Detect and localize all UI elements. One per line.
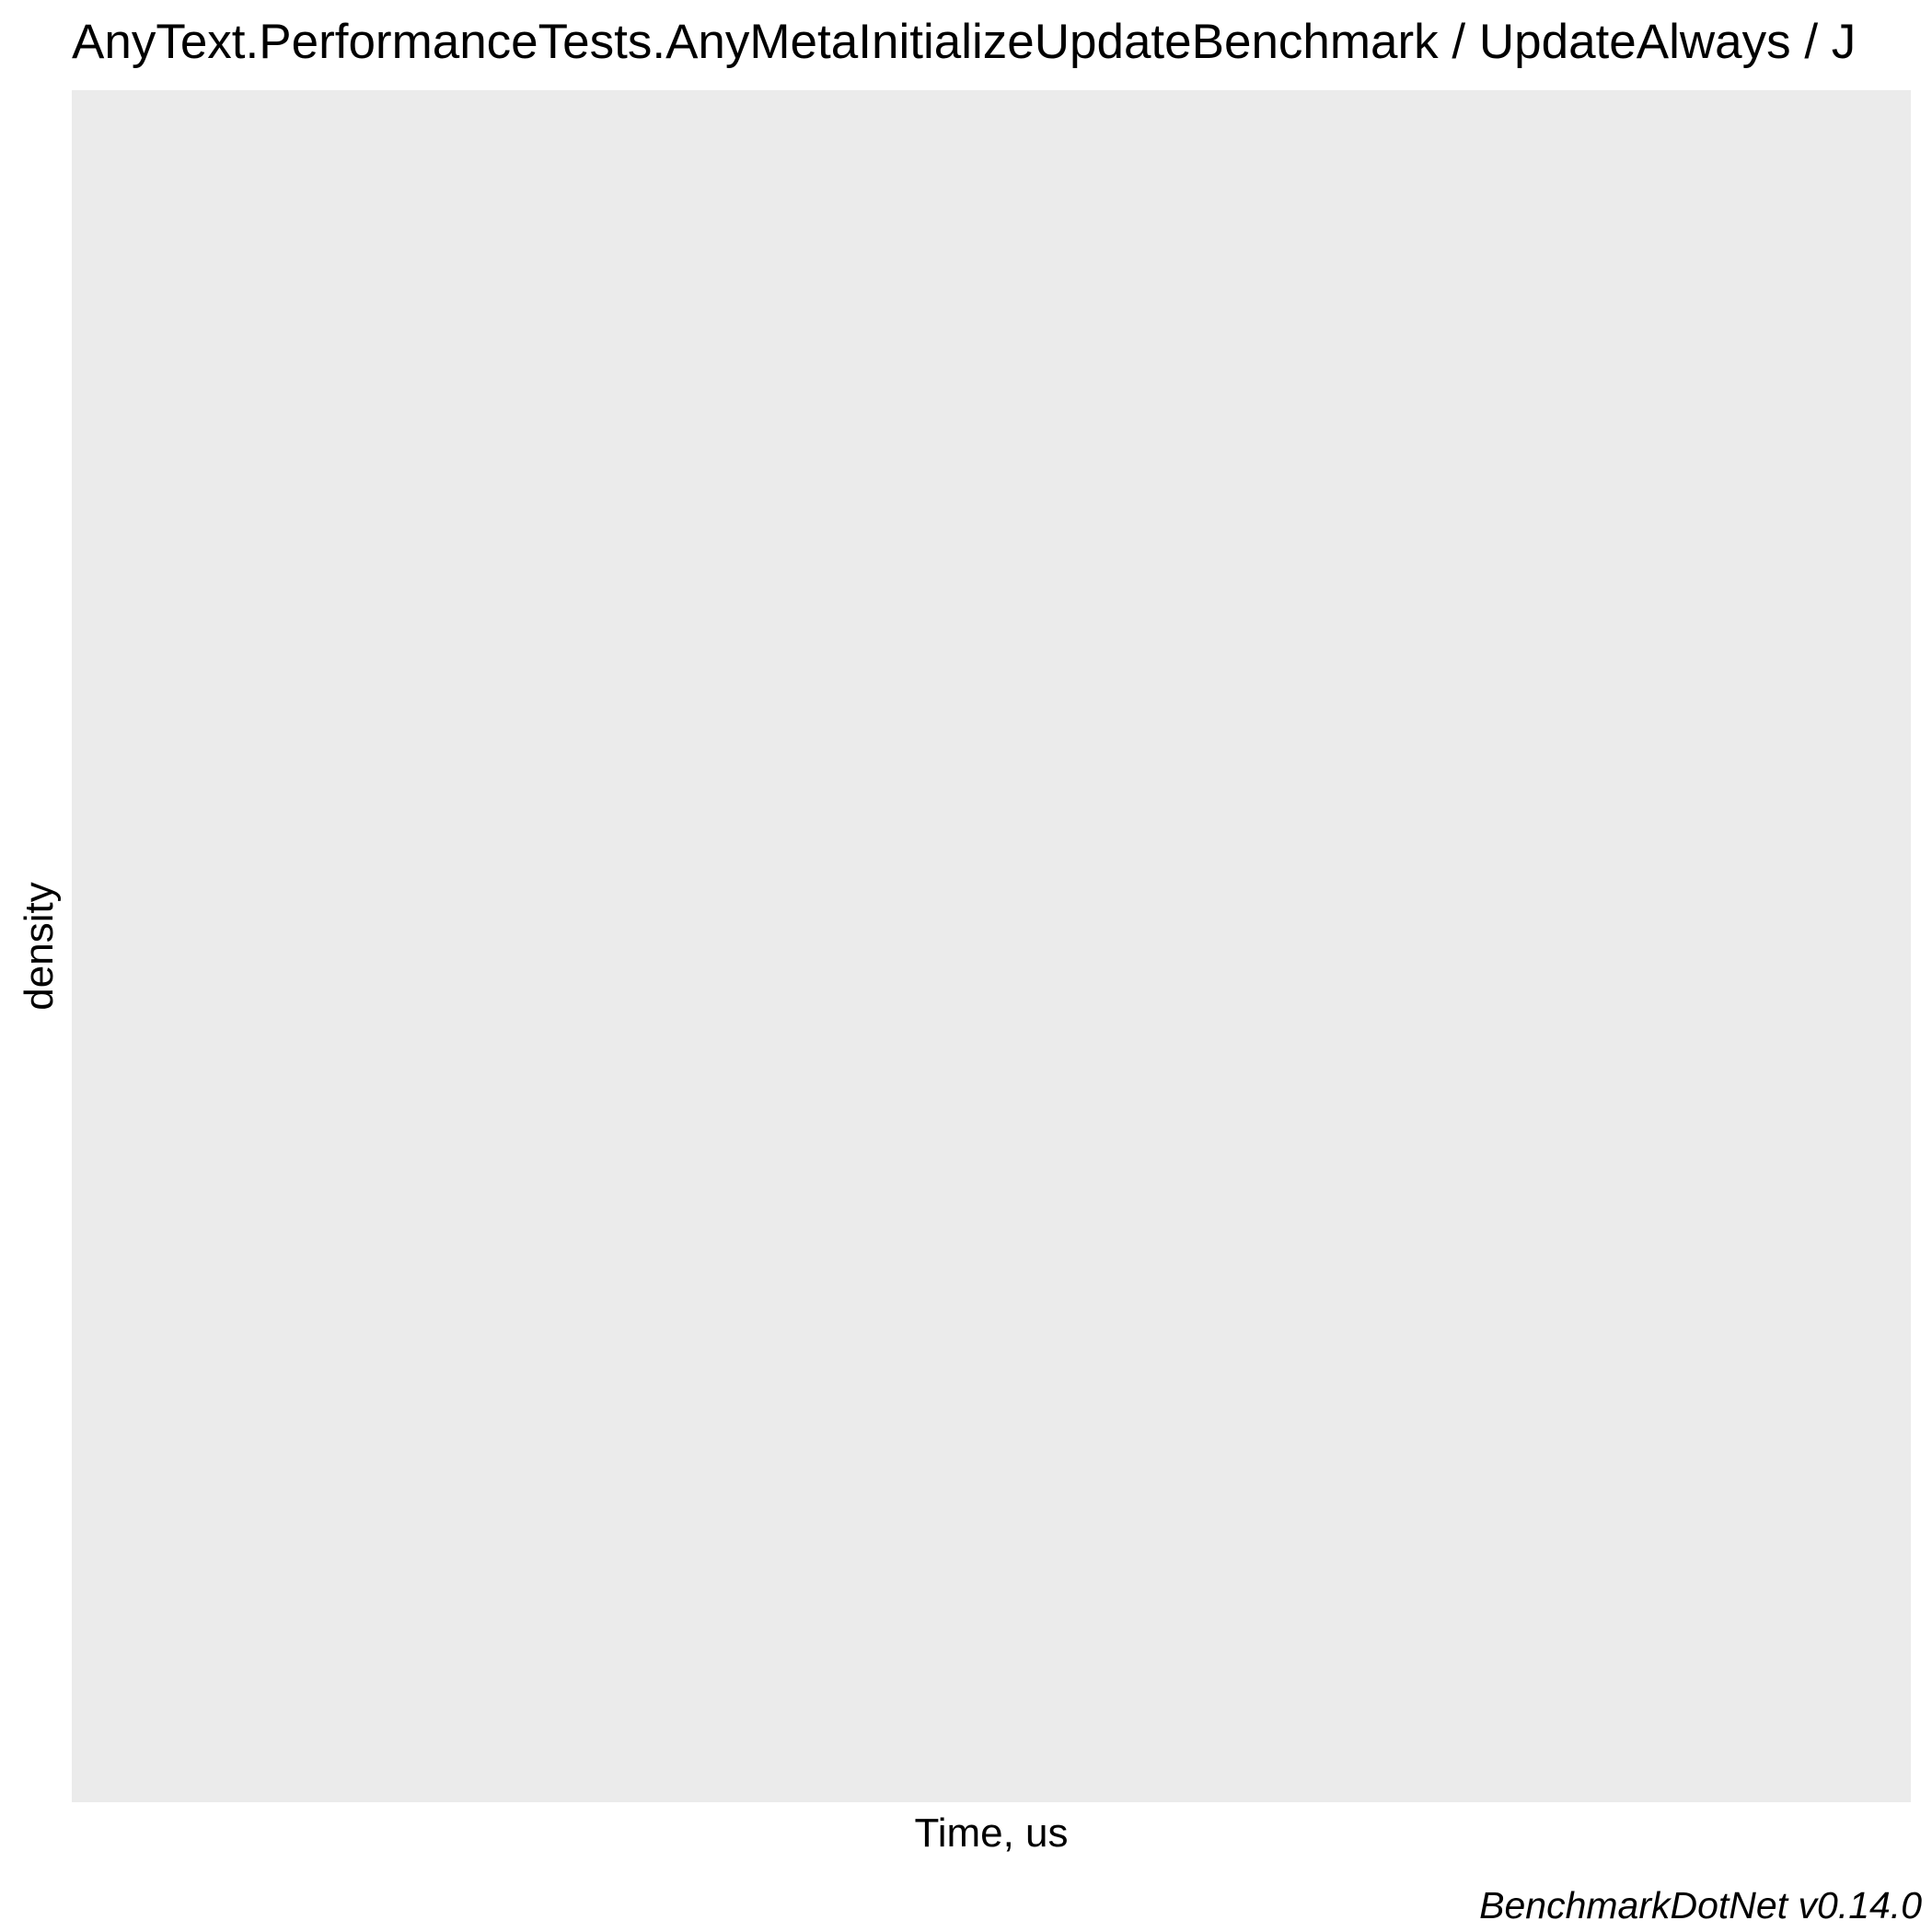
- x-axis-label: Time, us: [914, 1811, 1068, 1856]
- plot-panel: [72, 90, 1911, 1802]
- chart-title: AnyText.PerformanceTests.AnyMetaInitiali…: [72, 15, 1856, 69]
- y-axis-label: density: [17, 882, 62, 1010]
- benchmark-caption: BenchmarkDotNet v0.14.0: [1479, 1884, 1922, 1926]
